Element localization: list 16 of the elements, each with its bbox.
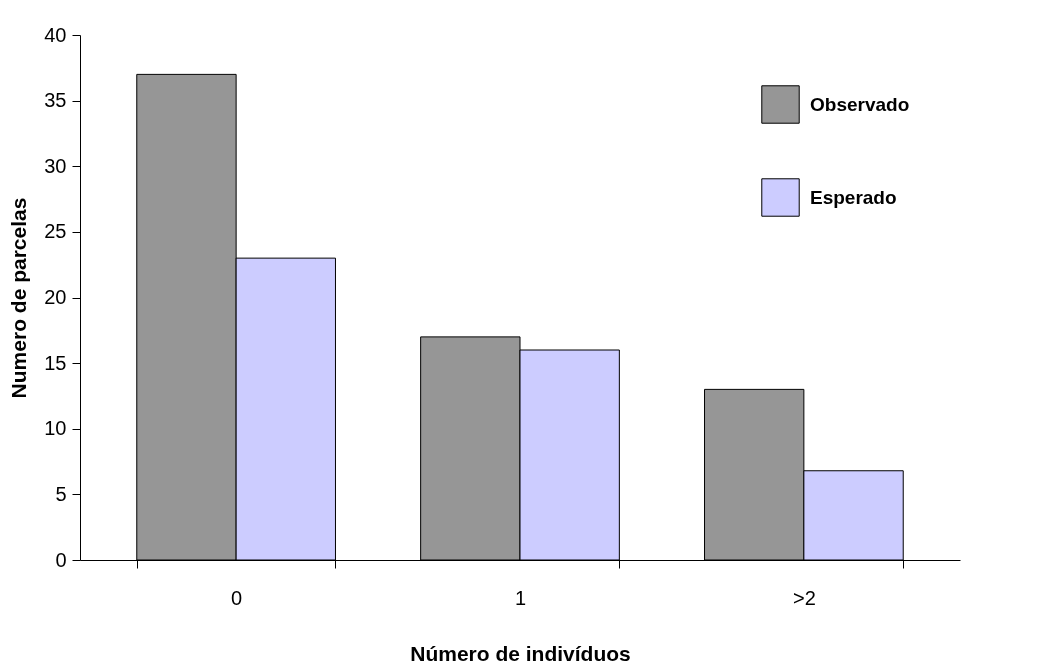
x-tick-label: 1 [514,586,527,609]
y-tick-label: 15 [44,351,67,374]
x-tick-label: 0 [231,586,243,609]
y-tick-label: 40 [44,23,67,46]
x-axis-title: Número de indivíduos [410,641,631,665]
y-tick-label: 25 [44,220,67,243]
y-tick-label: 10 [44,417,67,440]
y-tick-label: 30 [44,154,67,177]
y-tick-label: 0 [55,548,67,571]
y-tick-label: 5 [55,482,67,505]
y-tick-label: 20 [44,286,67,308]
legend-label: Observado [810,93,910,115]
x-tick-label: >2 [792,586,816,609]
legend-label: Esperado [810,186,897,208]
y-axis-title: Numero de parcelas [7,197,31,399]
y-tick-label: 35 [44,89,67,112]
